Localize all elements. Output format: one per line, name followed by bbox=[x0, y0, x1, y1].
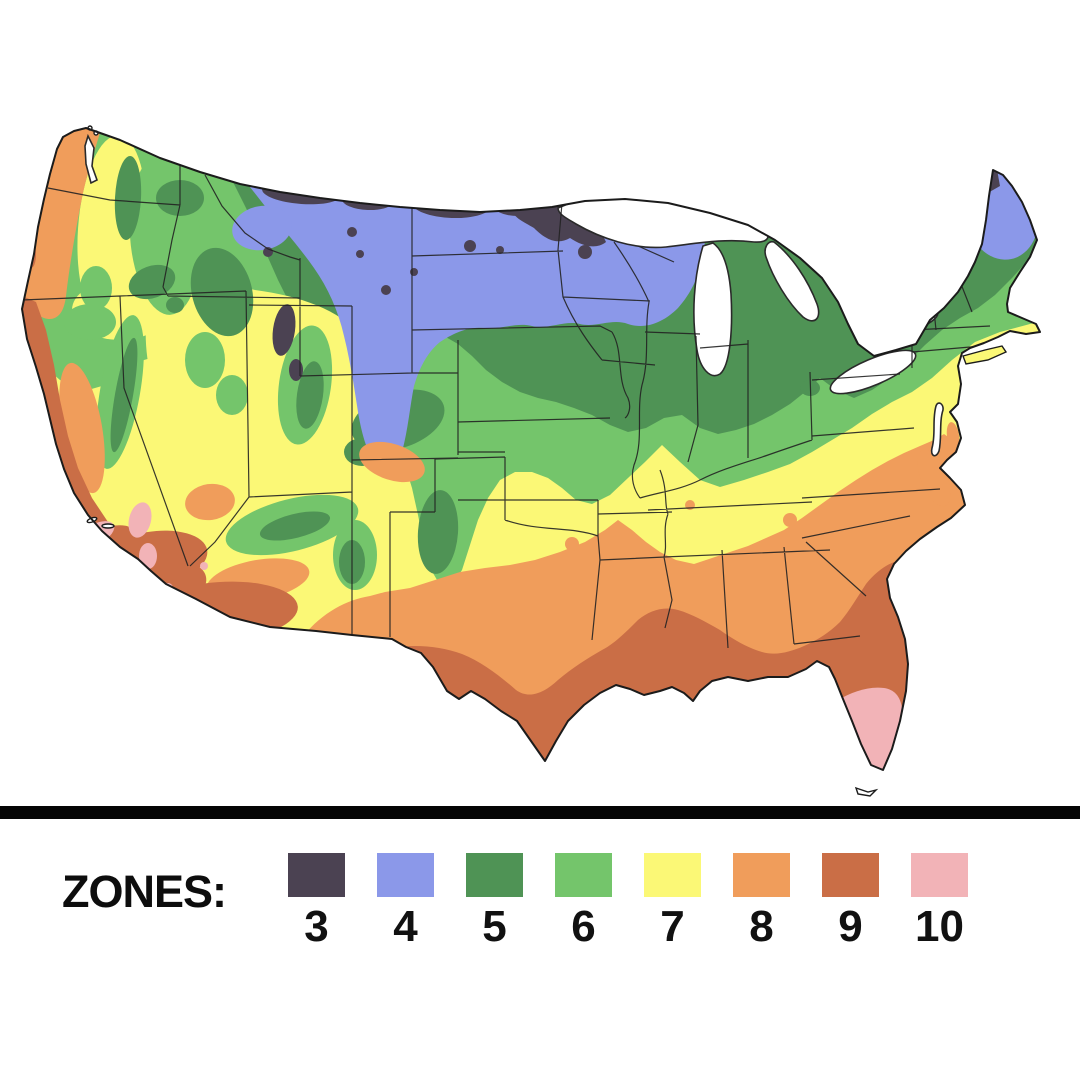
zone-6-swatch bbox=[555, 853, 612, 897]
zone-8-swatch bbox=[733, 853, 790, 897]
zone-10-label: 10 bbox=[915, 902, 964, 951]
lake-huron bbox=[764, 240, 820, 322]
divider-bar bbox=[0, 806, 1080, 819]
zone-7-label: 7 bbox=[660, 902, 685, 951]
zone-5-swatch bbox=[466, 853, 523, 897]
zone-3-label: 3 bbox=[304, 902, 329, 951]
lake-michigan bbox=[693, 242, 733, 377]
puget-sound bbox=[84, 133, 98, 185]
legend-entry-zone-4: 4 bbox=[377, 853, 434, 949]
legend-entries: 3 4 5 6 7 8 9 bbox=[288, 853, 968, 949]
chesapeake-bay bbox=[930, 402, 944, 457]
zone-9-label: 9 bbox=[838, 902, 863, 951]
us-hardiness-map bbox=[21, 125, 1041, 797]
zone-3-swatch bbox=[288, 853, 345, 897]
zone-6-label: 6 bbox=[571, 902, 596, 951]
long-island bbox=[962, 345, 1008, 365]
zone-5-label: 5 bbox=[482, 902, 507, 951]
zone-10-swatch bbox=[911, 853, 968, 897]
map-svg bbox=[21, 125, 1041, 797]
legend-entry-zone-7: 7 bbox=[644, 853, 701, 949]
zones-legend: ZONES: 3 4 5 6 7 bbox=[0, 819, 1080, 1080]
lake-erie bbox=[829, 349, 917, 395]
zone-4-swatch bbox=[377, 853, 434, 897]
channel-island bbox=[101, 523, 115, 529]
legend-entry-zone-10: 10 bbox=[911, 853, 968, 949]
legend-entry-zone-9: 9 bbox=[822, 853, 879, 949]
legend-entry-zone-8: 8 bbox=[733, 853, 790, 949]
legend-title: ZONES: bbox=[62, 866, 227, 917]
florida-keys bbox=[854, 786, 879, 797]
legend-entry-zone-6: 6 bbox=[555, 853, 612, 949]
zone-4-label: 4 bbox=[393, 902, 418, 951]
legend-entry-zone-3: 3 bbox=[288, 853, 345, 949]
zone-9-swatch bbox=[822, 853, 879, 897]
zone-7-swatch bbox=[644, 853, 701, 897]
legend-entry-zone-5: 5 bbox=[466, 853, 523, 949]
zone-8-label: 8 bbox=[749, 902, 774, 951]
